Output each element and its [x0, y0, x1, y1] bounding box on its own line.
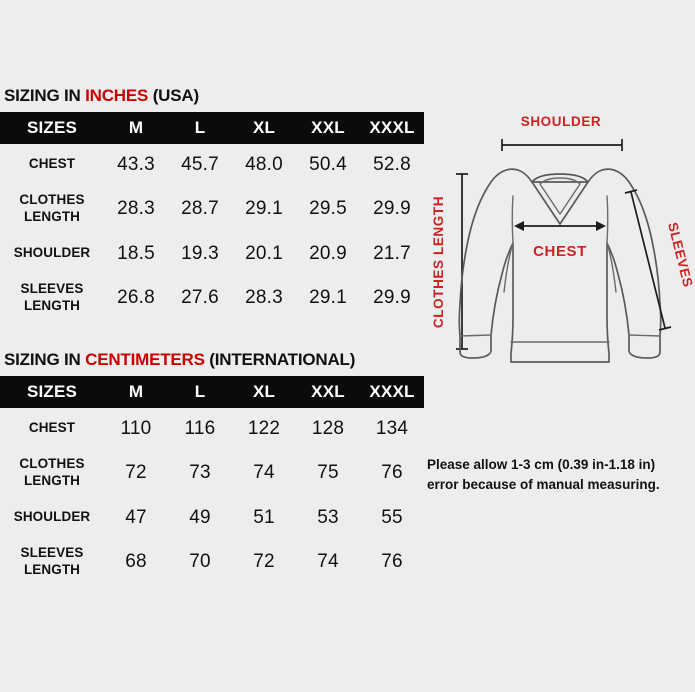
row-label: CHEST — [0, 144, 104, 185]
column-header-xxxl: XXXL — [360, 112, 424, 144]
cell-value: 51 — [232, 497, 296, 538]
sweater-body-outline — [458, 168, 662, 363]
column-header-xl: XL — [232, 112, 296, 144]
inches-size-table: SIZES M L XL XXL XXXL CHEST 43.3 45.7 48… — [0, 112, 424, 322]
inches-table-title: SIZING IN INCHES (USA) — [0, 86, 424, 106]
garment-diagram: SHOULDER CLOTHES LENGTH — [424, 104, 695, 384]
cell-value: 110 — [104, 408, 168, 449]
column-header-xxl: XXL — [296, 112, 360, 144]
centimeters-table-title: SIZING IN CENTIMETERS (INTERNATIONAL) — [0, 350, 424, 370]
cm-title-accent: CENTIMETERS — [85, 350, 205, 369]
shoulder-label: SHOULDER — [521, 114, 602, 129]
cell-value: 43.3 — [104, 144, 168, 185]
cell-value: 73 — [168, 449, 232, 497]
disclaimer-line-2: error because of manual measuring. — [427, 476, 660, 492]
cell-value: 49 — [168, 497, 232, 538]
chest-label: CHEST — [533, 243, 587, 260]
cell-value: 134 — [360, 408, 424, 449]
centimeters-size-table: SIZES M L XL XXL XXXL CHEST 110 116 122 … — [0, 376, 424, 586]
cell-value: 52.8 — [360, 144, 424, 185]
inches-title-prefix: SIZING IN — [4, 86, 86, 105]
column-header-m: M — [104, 112, 168, 144]
cell-value: 19.3 — [168, 233, 232, 274]
cell-value: 18.5 — [104, 233, 168, 274]
column-header-xxl: XXL — [296, 376, 360, 408]
cell-value: 128 — [296, 408, 360, 449]
cell-value: 68 — [104, 538, 168, 586]
cell-value: 72 — [232, 538, 296, 586]
cell-value: 21.7 — [360, 233, 424, 274]
measurement-disclaimer: Please allow 1-3 cm (0.39 in-1.18 in) er… — [427, 455, 692, 494]
table-row: CHEST 43.3 45.7 48.0 50.4 52.8 — [0, 144, 424, 185]
cell-value: 76 — [360, 538, 424, 586]
cell-value: 29.5 — [296, 185, 360, 233]
shoulder-measure-line — [501, 139, 623, 151]
table-row: CLOTHES LENGTH 28.3 28.7 29.1 29.5 29.9 — [0, 185, 424, 233]
cell-value: 28.7 — [168, 185, 232, 233]
cell-value: 45.7 — [168, 144, 232, 185]
row-label: SLEEVES LENGTH — [0, 274, 104, 322]
cell-value: 48.0 — [232, 144, 296, 185]
cell-value: 29.1 — [232, 185, 296, 233]
column-header-xxxl: XXXL — [360, 376, 424, 408]
cell-value: 26.8 — [104, 274, 168, 322]
inches-title-suffix: (USA) — [148, 86, 199, 105]
cell-value: 74 — [296, 538, 360, 586]
row-label: SHOULDER — [0, 233, 104, 274]
sweater-diagram-svg: SHOULDER CLOTHES LENGTH — [431, 114, 695, 363]
column-header-l: L — [168, 112, 232, 144]
sleeves-measure-line — [624, 189, 672, 331]
cell-value: 29.1 — [296, 274, 360, 322]
cm-title-suffix: (INTERNATIONAL) — [204, 350, 356, 369]
cell-value: 29.9 — [360, 185, 424, 233]
cell-value: 122 — [232, 408, 296, 449]
column-header-sizes: SIZES — [0, 112, 104, 144]
disclaimer-line-1: Please allow 1-3 cm (0.39 in-1.18 in) — [427, 457, 656, 472]
cell-value: 55 — [360, 497, 424, 538]
cell-value: 70 — [168, 538, 232, 586]
table-row: SLEEVES LENGTH 68 70 72 74 76 — [0, 538, 424, 586]
row-label: CLOTHES LENGTH — [0, 449, 104, 497]
cell-value: 20.9 — [296, 233, 360, 274]
table-row: CLOTHES LENGTH 72 73 74 75 76 — [0, 449, 424, 497]
cell-value: 116 — [168, 408, 232, 449]
cm-title-prefix: SIZING IN — [4, 350, 86, 369]
cell-value: 50.4 — [296, 144, 360, 185]
cell-value: 28.3 — [104, 185, 168, 233]
cell-value: 20.1 — [232, 233, 296, 274]
column-header-xl: XL — [232, 376, 296, 408]
table-header-row: SIZES M L XL XXL XXXL — [0, 112, 424, 144]
chest-measure-arrow — [514, 221, 606, 231]
column-header-sizes: SIZES — [0, 376, 104, 408]
cell-value: 74 — [232, 449, 296, 497]
cell-value: 76 — [360, 449, 424, 497]
table-row: SLEEVES LENGTH 26.8 27.6 28.3 29.1 29.9 — [0, 274, 424, 322]
table-header-row: SIZES M L XL XXL XXXL — [0, 376, 424, 408]
row-label: SLEEVES LENGTH — [0, 538, 104, 586]
clothes-length-measure-line — [456, 173, 468, 350]
sizing-tables-column: SIZING IN INCHES (USA) SIZES M L XL XXL … — [0, 86, 424, 586]
table-spacer — [0, 322, 424, 350]
inches-title-accent: INCHES — [85, 86, 149, 105]
column-header-m: M — [104, 376, 168, 408]
row-label: CLOTHES LENGTH — [0, 185, 104, 233]
cell-value: 27.6 — [168, 274, 232, 322]
cell-value: 53 — [296, 497, 360, 538]
table-row: SHOULDER 47 49 51 53 55 — [0, 497, 424, 538]
row-label: CHEST — [0, 408, 104, 449]
column-header-l: L — [168, 376, 232, 408]
cell-value: 75 — [296, 449, 360, 497]
cell-value: 47 — [104, 497, 168, 538]
cell-value: 29.9 — [360, 274, 424, 322]
cell-value: 28.3 — [232, 274, 296, 322]
table-row: SHOULDER 18.5 19.3 20.1 20.9 21.7 — [0, 233, 424, 274]
cell-value: 72 — [104, 449, 168, 497]
row-label: SHOULDER — [0, 497, 104, 538]
table-row: CHEST 110 116 122 128 134 — [0, 408, 424, 449]
sleeves-label: SLEEVES — [665, 221, 695, 289]
clothes-length-label: CLOTHES LENGTH — [431, 196, 446, 328]
